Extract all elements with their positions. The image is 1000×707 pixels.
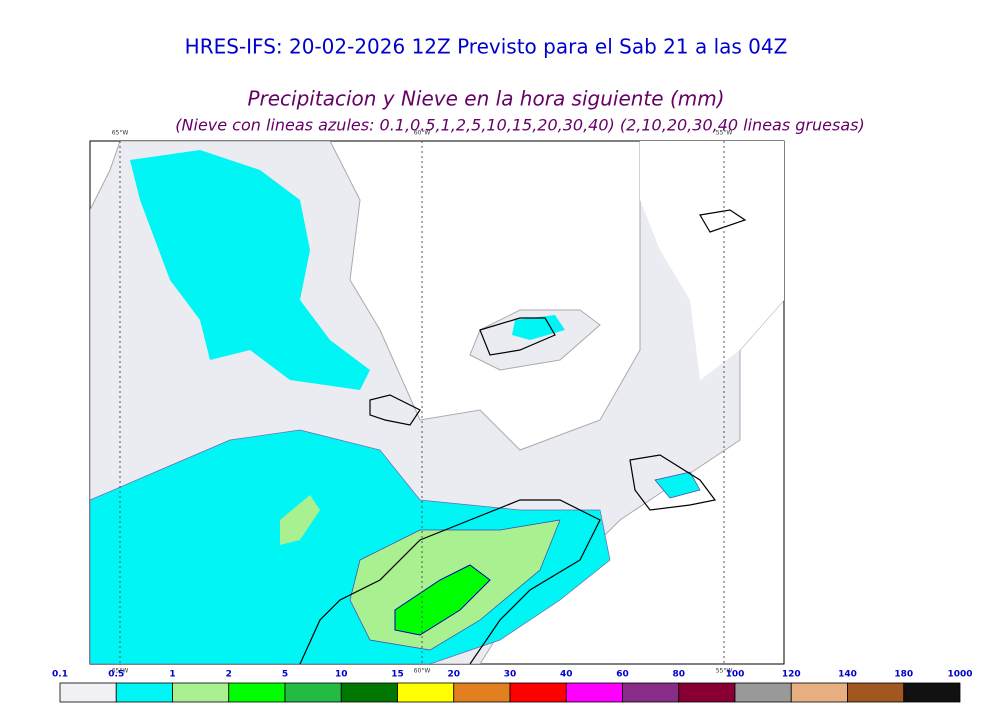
dry-area bbox=[640, 141, 784, 380]
meridian-label: 55°W bbox=[716, 130, 733, 137]
colorbar-box bbox=[622, 682, 680, 703]
colorbar-box bbox=[228, 682, 286, 703]
colorbar-label: 80 bbox=[672, 670, 685, 680]
colorbar-label: 60 bbox=[616, 670, 629, 680]
colorbar-box bbox=[565, 682, 623, 703]
colorbar-label: 180 bbox=[894, 670, 913, 680]
colorbar-box bbox=[340, 682, 398, 703]
precip-1mm bbox=[654, 471, 701, 499]
note: (Nieve con lineas azules: 0.1,0.5,1,2,5,… bbox=[175, 116, 864, 135]
colorbar-box bbox=[509, 682, 567, 703]
meridian-label: 65°W bbox=[112, 130, 129, 137]
colorbar-box bbox=[397, 682, 455, 703]
colorbar-box bbox=[903, 682, 961, 703]
colorbar-label: 140 bbox=[838, 670, 857, 680]
colorbar-box bbox=[790, 682, 848, 703]
colorbar-label: 0.1 bbox=[52, 670, 68, 680]
colorbar-box bbox=[172, 682, 230, 703]
meridian-label: 60°W bbox=[414, 130, 431, 137]
colorbar-box bbox=[59, 682, 117, 703]
colorbar-box bbox=[453, 682, 511, 703]
precip-2mm bbox=[280, 495, 320, 545]
colorbar-box bbox=[284, 682, 342, 703]
precip-1mm bbox=[130, 150, 370, 390]
map-area bbox=[89, 140, 785, 665]
colorbar-label: 10 bbox=[335, 670, 348, 680]
meridian-label: 60°W bbox=[414, 668, 431, 675]
colorbar-label: 30 bbox=[504, 670, 517, 680]
coastline bbox=[299, 209, 747, 664]
meridian-label: 55°W bbox=[716, 668, 733, 675]
colorbar-label: 5 bbox=[282, 670, 288, 680]
colorbar-box bbox=[734, 682, 792, 703]
precip-1mm bbox=[512, 315, 565, 340]
colorbar-box bbox=[847, 682, 905, 703]
title: HRES-IFS: 20-02-2026 12Z Previsto para e… bbox=[185, 35, 788, 59]
colorbar-label: 2 bbox=[226, 670, 232, 680]
colorbar-box bbox=[115, 682, 173, 703]
colorbar-label: 1 bbox=[169, 670, 175, 680]
meridian-label: 65°W bbox=[112, 668, 129, 675]
colorbar-label: 15 bbox=[391, 670, 404, 680]
colorbar: 0.1 0.5 1 2 5 10 15 20 30 40 60 80 100 120 140 180 1000 bbox=[52, 670, 973, 703]
subtitle: Precipitacion y Nieve en la hora siguien… bbox=[247, 87, 724, 111]
colorbar-label: 1000 bbox=[947, 670, 972, 680]
colorbar-box bbox=[678, 682, 736, 703]
colorbar-label: 120 bbox=[782, 670, 801, 680]
colorbar-label: 100 bbox=[726, 670, 745, 680]
colorbar-label: 40 bbox=[560, 670, 573, 680]
precip-light bbox=[469, 309, 601, 371]
colorbar-label: 0.5 bbox=[108, 670, 124, 680]
meridian-labels: 65°W 65°W 60°W 60°W 55°W 55°W bbox=[112, 130, 733, 675]
precip-5mm bbox=[394, 564, 491, 636]
colorbar-label: 20 bbox=[447, 670, 460, 680]
